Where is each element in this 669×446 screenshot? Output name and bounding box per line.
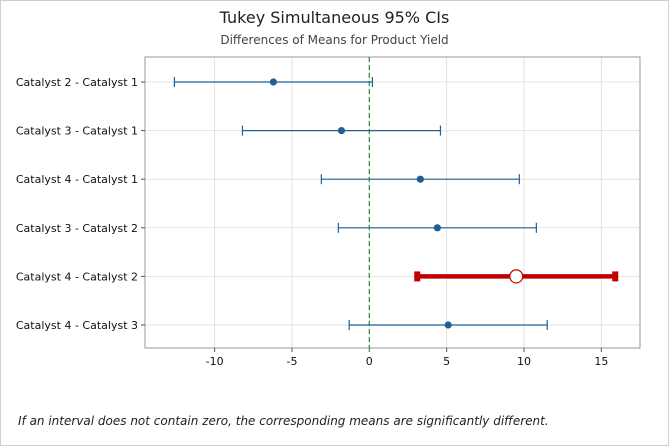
estimate-marker	[337, 127, 346, 135]
x-tick-label: 0	[366, 355, 373, 368]
y-tick-label: Catalyst 2 - Catalyst 1	[16, 76, 138, 89]
interval-upper-cap	[612, 271, 619, 282]
y-tick-label: Catalyst 4 - Catalyst 1	[16, 173, 138, 186]
plot-border	[144, 56, 641, 349]
chart-footnote: If an interval does not contain zero, th…	[18, 414, 549, 428]
estimate-marker	[416, 175, 424, 183]
plot-area	[145, 57, 640, 348]
chart-title: Tukey Simultaneous 95% CIs	[219, 8, 450, 27]
x-tick-label: -10	[206, 355, 224, 368]
x-tick-label: 10	[517, 355, 531, 368]
x-tick-label: 5	[443, 355, 450, 368]
interval-lower-cap	[414, 271, 421, 282]
estimate-marker	[444, 321, 452, 329]
x-tick-label: 15	[594, 355, 608, 368]
estimate-marker	[509, 269, 524, 284]
y-tick-label: Catalyst 4 - Catalyst 2	[16, 270, 138, 283]
x-tick-label: -5	[286, 355, 297, 368]
estimate-marker	[433, 224, 441, 232]
chart-subtitle: Differences of Means for Product Yield	[220, 33, 449, 47]
y-tick-label: Catalyst 4 - Catalyst 3	[16, 319, 138, 332]
estimate-marker	[269, 78, 277, 86]
y-tick-label: Catalyst 3 - Catalyst 2	[16, 222, 138, 235]
y-tick-label: Catalyst 3 - Catalyst 1	[16, 125, 138, 138]
